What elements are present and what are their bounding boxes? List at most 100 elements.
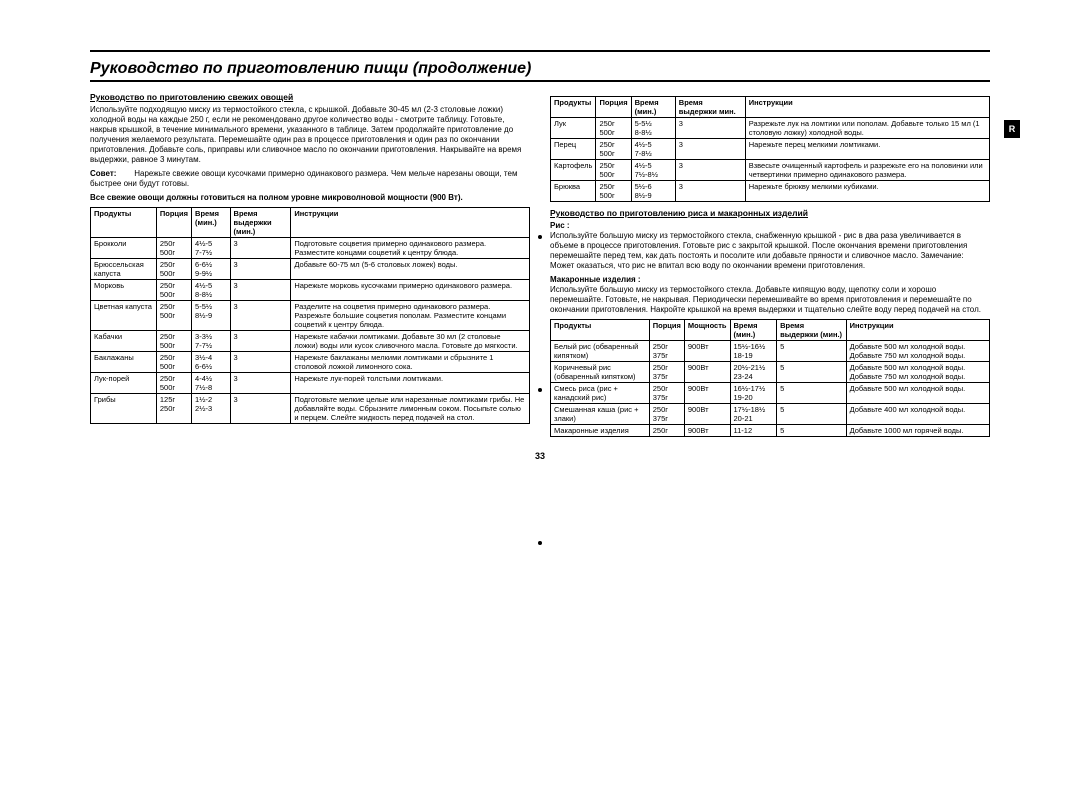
table-cell: Нарежьте морковь кусочками примерно один… [291, 279, 530, 300]
table-cell: Картофель [551, 160, 596, 181]
table-cell: 250г500г [156, 237, 191, 258]
table-cell: 5 [777, 382, 846, 403]
table-cell: Цветная капуста [91, 300, 157, 330]
table-cell: Взвесьте очищенный картофель и разрежьте… [745, 160, 989, 181]
veg-tip: Совет: Нарежьте свежие овощи кусочками п… [90, 169, 530, 189]
table-cell: 11-12 [730, 424, 777, 436]
th-portion: Порция [649, 319, 684, 340]
table-row: Лук-порей250г500г4-4½7½-83Нарежьте лук-п… [91, 372, 530, 393]
table-cell: 6-6½9-9½ [192, 258, 231, 279]
th-instr: Инструкции [846, 319, 989, 340]
table-cell: 3 [675, 118, 745, 139]
table-cell: 250г375г [649, 403, 684, 424]
table-cell: Морковь [91, 279, 157, 300]
right-column: Продукты Порция Время (мин.) Время выдер… [550, 92, 990, 443]
table-cell: Добавьте 1000 мл горячей воды. [846, 424, 989, 436]
table-cell: Разрежьте лук на ломтики или пополам. До… [745, 118, 989, 139]
table-cell: Макаронные изделия [551, 424, 650, 436]
table-row: Брокколи250г500г4½-57-7½3Подготовьте соц… [91, 237, 530, 258]
table-cell: 17½-18½20-21 [730, 403, 777, 424]
table-cell: Смесь риса (рис + канадский рис) [551, 382, 650, 403]
table-cell: Брюква [551, 181, 596, 202]
table-cell: Перец [551, 139, 596, 160]
pasta-para: Используйте большую миску из термостойко… [550, 285, 981, 314]
table-cell: 250г500г [156, 258, 191, 279]
table-cell: 3 [675, 160, 745, 181]
table-row: Цветная капуста250г500г5-5½8½-93Разделит… [91, 300, 530, 330]
table-cell: 3 [230, 330, 291, 351]
side-tab: R [1004, 120, 1020, 138]
table-cell: 3 [230, 258, 291, 279]
table-cell: 4½-57½-8½ [631, 160, 675, 181]
table-cell: 250г500г [156, 279, 191, 300]
table-row: Белый рис (обваренный кипятком)250г375г9… [551, 340, 990, 361]
table-cell: 3½-46-6½ [192, 351, 231, 372]
table-cell: 3 [230, 237, 291, 258]
rice-para: Используйте большую миску из термостойко… [550, 231, 967, 270]
table-cell: 3 [230, 393, 291, 423]
table-cell: Добавьте 400 мл холодной воды. [846, 403, 989, 424]
table-cell: 125г250г [156, 393, 191, 423]
table-cell: 5 [777, 424, 846, 436]
th-stand: Время выдержки мин. [675, 97, 745, 118]
table-cell: 4½-57-8½ [631, 139, 675, 160]
table-row: Баклажаны250г500г3½-46-6½3Нарежьте бакла… [91, 351, 530, 372]
table-cell: 250г500г [156, 351, 191, 372]
table-cell: 250г375г [649, 361, 684, 382]
th-stand: Время выдержки (мин.) [230, 207, 291, 237]
table-row: Лук250г500г5-5½8-8½3Разрежьте лук на лом… [551, 118, 990, 139]
table-row: Картофель250г500г4½-57½-8½3Взвесьте очищ… [551, 160, 990, 181]
table-cell: 3 [230, 300, 291, 330]
table-cell: 3 [230, 351, 291, 372]
table-cell: 5 [777, 340, 846, 361]
table-cell: Добавьте 500 мл холодной воды. Добавьте … [846, 361, 989, 382]
fold-dots [538, 40, 542, 720]
table-cell: 5 [777, 403, 846, 424]
table-cell: 4-4½7½-8 [192, 372, 231, 393]
table-row: Перец250г500г4½-57-8½3Нарежьте перец мел… [551, 139, 990, 160]
table-cell: Грибы [91, 393, 157, 423]
table-cell: 250г375г [649, 340, 684, 361]
rice-pasta-table: Продукты Порция Мощность Время (мин.) Вр… [550, 319, 990, 437]
table-cell: 5-5½8½-9 [192, 300, 231, 330]
table-cell: 250г [649, 424, 684, 436]
power-note: Все свежие овощи должны готовиться на по… [90, 193, 530, 203]
document-page: Руководство по приготовлению пищи (продо… [90, 40, 990, 720]
table-cell: 250г500г [156, 372, 191, 393]
table-cell: Нарежьте брюкву мелкими кубиками. [745, 181, 989, 202]
table-cell: Добавьте 500 мл холодной воды. Добавьте … [846, 340, 989, 361]
th-time: Время (мин.) [730, 319, 777, 340]
table-cell: 250г500г [596, 160, 631, 181]
table-cell: 250г500г [156, 300, 191, 330]
table-cell: Нарежьте лук-порей толстыми ломтиками. [291, 372, 530, 393]
table-cell: 900Вт [684, 403, 730, 424]
table-cell: Баклажаны [91, 351, 157, 372]
table-cell: 250г500г [596, 139, 631, 160]
table-cell: 900Вт [684, 382, 730, 403]
table-row: Смесь риса (рис + канадский рис)250г375г… [551, 382, 990, 403]
table-row: Макаронные изделия250г900Вт11-125Добавьт… [551, 424, 990, 436]
table-cell: Нарежьте кабачки ломтиками. Добавьте 30 … [291, 330, 530, 351]
table-cell: 3 [230, 372, 291, 393]
table-cell: 4½-58-8½ [192, 279, 231, 300]
table-row: Кабачки250г500г3-3½7-7½3Нарежьте кабачки… [91, 330, 530, 351]
table-row: Грибы125г250г1½-22½-33Подготовьте мелкие… [91, 393, 530, 423]
th-product: Продукты [551, 319, 650, 340]
table-cell: 900Вт [684, 424, 730, 436]
th-power: Мощность [684, 319, 730, 340]
table-cell: Добавьте 500 мл холодной воды. [846, 382, 989, 403]
table-cell: Брюссельская капуста [91, 258, 157, 279]
table-cell: 5-5½8-8½ [631, 118, 675, 139]
th-portion: Порция [156, 207, 191, 237]
th-time: Время (мин.) [192, 207, 231, 237]
tip-text: Нарежьте свежие овощи кусочками примерно… [90, 169, 517, 188]
tip-label: Совет: [90, 169, 132, 179]
vegetables-table: Продукты Порция Время (мин.) Время выдер… [90, 207, 530, 424]
table-cell: 250г500г [596, 181, 631, 202]
table-cell: 250г375г [649, 382, 684, 403]
table-row: Брюква250г500г5½-68½-93Нарежьте брюкву м… [551, 181, 990, 202]
table-cell: 3 [230, 279, 291, 300]
table-cell: 1½-22½-3 [192, 393, 231, 423]
vegetables-table-2: Продукты Порция Время (мин.) Время выдер… [550, 96, 990, 202]
table-cell: Нарежьте перец мелкими ломтиками. [745, 139, 989, 160]
